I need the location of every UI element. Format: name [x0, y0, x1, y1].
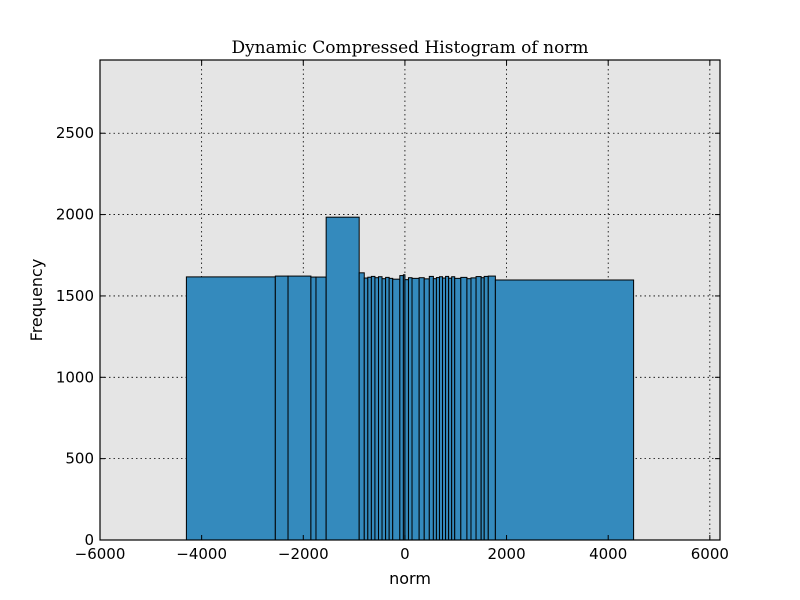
histogram-bar — [374, 277, 379, 541]
histogram-bar — [428, 275, 434, 541]
histogram-bar — [454, 277, 462, 541]
histogram-bar — [388, 277, 394, 541]
histogram-bar — [392, 278, 401, 541]
histogram-bar — [411, 277, 420, 541]
y-tick-label: 0 — [84, 531, 94, 549]
x-tick-label: −4000 — [176, 545, 227, 563]
y-tick-label: 2000 — [56, 206, 94, 224]
histogram-bar — [418, 277, 425, 541]
histogram-bar — [363, 277, 369, 541]
histogram-bar — [483, 275, 489, 541]
histogram-bar — [287, 275, 312, 541]
y-tick-label: 2500 — [56, 124, 94, 142]
histogram-bar — [460, 276, 468, 541]
x-tick-label: −2000 — [278, 545, 329, 563]
histogram-bar — [466, 278, 472, 541]
histogram-bar — [315, 276, 327, 541]
x-tick-label: 2000 — [487, 545, 525, 563]
x-tick-label: −6000 — [75, 545, 126, 563]
histogram-bar — [470, 277, 477, 541]
histogram-bar — [407, 277, 413, 541]
x-tick-label: 4000 — [589, 545, 627, 563]
histogram-bar — [494, 279, 635, 541]
histogram-bar — [381, 278, 387, 541]
histogram-bar — [185, 276, 276, 541]
histogram-bars — [185, 216, 635, 541]
x-tick-label: 6000 — [691, 545, 729, 563]
histogram-bar — [377, 276, 383, 541]
x-tick-label: 0 — [400, 545, 410, 563]
histogram-bar — [423, 278, 430, 541]
histogram-bar — [274, 275, 289, 541]
x-tick-labels: −6000 −4000 −2000 0 2000 4000 6000 — [75, 545, 729, 563]
histogram-bar — [475, 276, 482, 541]
y-axis-label: Frequency — [27, 259, 46, 342]
histogram-bar — [310, 276, 317, 541]
y-tick-label: 1000 — [56, 368, 94, 386]
histogram-bar — [399, 275, 404, 541]
chart-title: Dynamic Compressed Histogram of norm — [231, 38, 588, 58]
histogram-bar — [487, 275, 496, 541]
y-tick-label: 500 — [65, 450, 94, 468]
x-axis-label: norm — [389, 569, 431, 588]
y-tick-label: 1500 — [56, 287, 94, 305]
histogram-bar — [404, 279, 409, 541]
y-tick-labels: 0 500 1000 1500 2000 2500 — [56, 124, 94, 549]
plot-frame — [99, 59, 721, 541]
histogram-bar — [325, 216, 360, 541]
histogram-bar — [367, 276, 372, 541]
axis-ticks — [99, 60, 720, 541]
histogram-bar — [385, 276, 390, 541]
histogram-bar — [370, 275, 376, 541]
histogram-bar — [358, 272, 365, 541]
